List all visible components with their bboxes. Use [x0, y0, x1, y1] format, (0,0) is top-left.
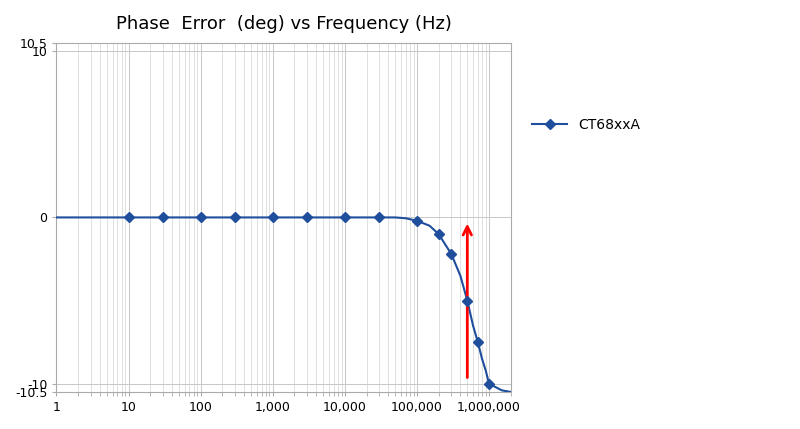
- Legend: CT68xxA: CT68xxA: [526, 113, 646, 138]
- Title: Phase  Error  (deg) vs Frequency (Hz): Phase Error (deg) vs Frequency (Hz): [116, 15, 451, 33]
